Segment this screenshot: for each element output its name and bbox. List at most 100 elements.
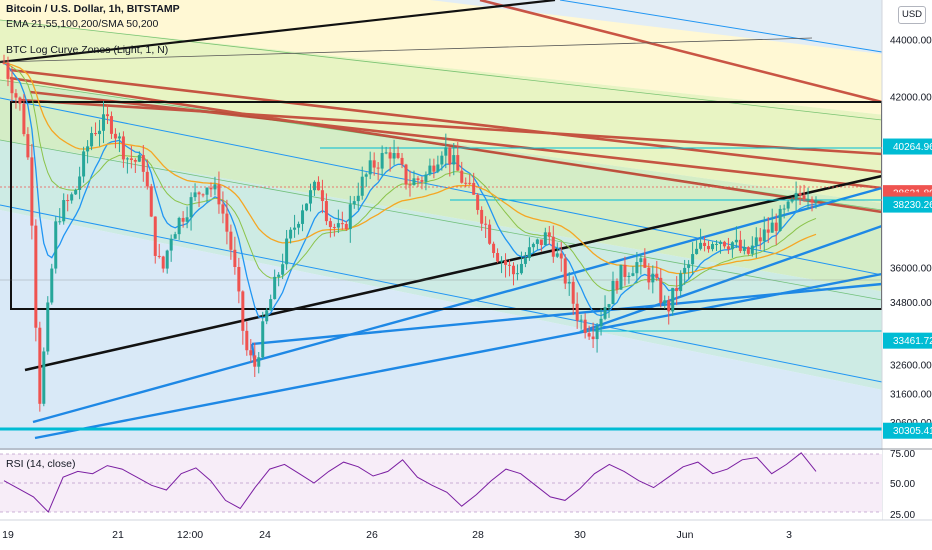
rsi-pane: 75.00 50.00 25.00 xyxy=(0,448,932,521)
candle-body xyxy=(714,243,718,245)
candle-body xyxy=(615,281,619,290)
candle-body xyxy=(738,239,742,251)
x-tick-label: 28 xyxy=(472,529,484,541)
candle-body xyxy=(273,276,277,300)
candle-body xyxy=(428,165,432,175)
candle-body xyxy=(567,281,571,284)
candle-body xyxy=(583,319,587,334)
indicator-ema-sma[interactable]: EMA 21,55,100,200/SMA 50,200 xyxy=(6,18,159,30)
candle-body xyxy=(22,103,26,135)
candle-body xyxy=(504,260,508,265)
candle-body xyxy=(687,264,691,268)
price-axis[interactable]: 44000.00 42000.00 36000.00 34800.00 32600.00… xyxy=(881,0,932,520)
candle-body xyxy=(488,224,492,244)
candle-body xyxy=(157,255,161,257)
candle-body xyxy=(312,181,316,191)
candle-body xyxy=(109,116,113,134)
candle-body xyxy=(655,273,659,278)
candle-body xyxy=(133,159,137,162)
candle-body xyxy=(703,242,707,246)
candle-body xyxy=(452,155,456,165)
price-level-label: 30305.41 xyxy=(893,426,932,437)
candle-body xyxy=(6,62,10,79)
candle-body xyxy=(579,319,583,321)
x-tick-label: 30 xyxy=(574,529,586,541)
candle-body xyxy=(376,167,380,169)
candle-body xyxy=(10,78,14,94)
candle-body xyxy=(496,253,500,262)
candle-body xyxy=(380,152,384,169)
candle-body xyxy=(74,189,78,195)
candle-body xyxy=(559,253,563,259)
log-curve-zones xyxy=(0,0,932,450)
candle-body xyxy=(611,281,615,305)
symbol-title[interactable]: Bitcoin / U.S. Dollar, 1h, BITSTAMP xyxy=(6,3,180,15)
candle-body xyxy=(523,258,527,264)
candle-body xyxy=(575,303,579,321)
candle-body xyxy=(456,155,460,171)
candle-body xyxy=(352,201,356,205)
candle-body xyxy=(396,153,400,158)
candle-body xyxy=(631,273,635,276)
candle-body xyxy=(436,164,440,172)
candle-body xyxy=(177,217,181,235)
candle-body xyxy=(289,229,293,239)
candle-body xyxy=(659,277,663,304)
candle-body xyxy=(356,195,360,202)
candle-body xyxy=(770,222,774,233)
candle-body xyxy=(679,273,683,292)
candle-body xyxy=(424,174,428,182)
candle-body xyxy=(30,157,34,226)
candle-body xyxy=(515,273,519,275)
rsi-tick-50: 50.00 xyxy=(890,479,915,490)
rsi-tick-75: 75.00 xyxy=(890,449,915,460)
candle-body xyxy=(683,267,687,274)
candle-body xyxy=(563,258,567,284)
candle-body xyxy=(42,351,46,404)
candle-body xyxy=(412,178,416,185)
price-level-badge xyxy=(883,422,932,439)
candle-body xyxy=(233,249,237,267)
candle-body xyxy=(94,133,98,135)
candle-body xyxy=(734,239,738,243)
candle-body xyxy=(364,174,368,177)
candle-body xyxy=(241,291,245,331)
candle-body xyxy=(408,184,412,186)
candle-body xyxy=(699,242,703,249)
candle-body xyxy=(551,236,555,257)
indicator-log-curve[interactable]: BTC Log Curve Zones (Light, 1, N) xyxy=(6,44,169,56)
candle-body xyxy=(663,300,667,304)
x-tick-label: 19 xyxy=(2,529,14,541)
candle-body xyxy=(221,204,225,214)
candle-body xyxy=(635,262,639,274)
candle-body xyxy=(750,245,754,254)
candle-body xyxy=(623,264,627,278)
time-axis[interactable]: 19 21 12:00 24 26 28 30 Jun 3 xyxy=(0,519,932,550)
candle-body xyxy=(145,171,149,187)
candle-body xyxy=(388,152,392,159)
x-tick-label: 3 xyxy=(786,529,792,541)
candle-body xyxy=(173,234,177,239)
candle-body xyxy=(519,263,523,274)
candle-body xyxy=(746,247,750,254)
price-level-label: 40264.96 xyxy=(893,142,932,153)
candle-body xyxy=(78,176,82,190)
candle-body xyxy=(332,227,336,229)
rsi-label[interactable]: RSI (14, close) xyxy=(6,458,76,470)
candle-body xyxy=(26,134,30,158)
candle-body xyxy=(484,223,488,225)
candle-body xyxy=(639,258,643,263)
candle-body xyxy=(249,350,253,356)
currency-button[interactable]: USD xyxy=(898,6,926,24)
candle-body xyxy=(802,195,806,200)
candle-body xyxy=(50,268,54,303)
candle-body xyxy=(105,114,109,117)
candle-body xyxy=(285,238,289,265)
candle-body xyxy=(201,194,205,196)
candle-body xyxy=(810,199,814,203)
x-tick-label: 12:00 xyxy=(177,529,203,541)
candle-body xyxy=(527,247,531,259)
candle-body xyxy=(368,160,372,175)
candle-body xyxy=(129,158,133,160)
